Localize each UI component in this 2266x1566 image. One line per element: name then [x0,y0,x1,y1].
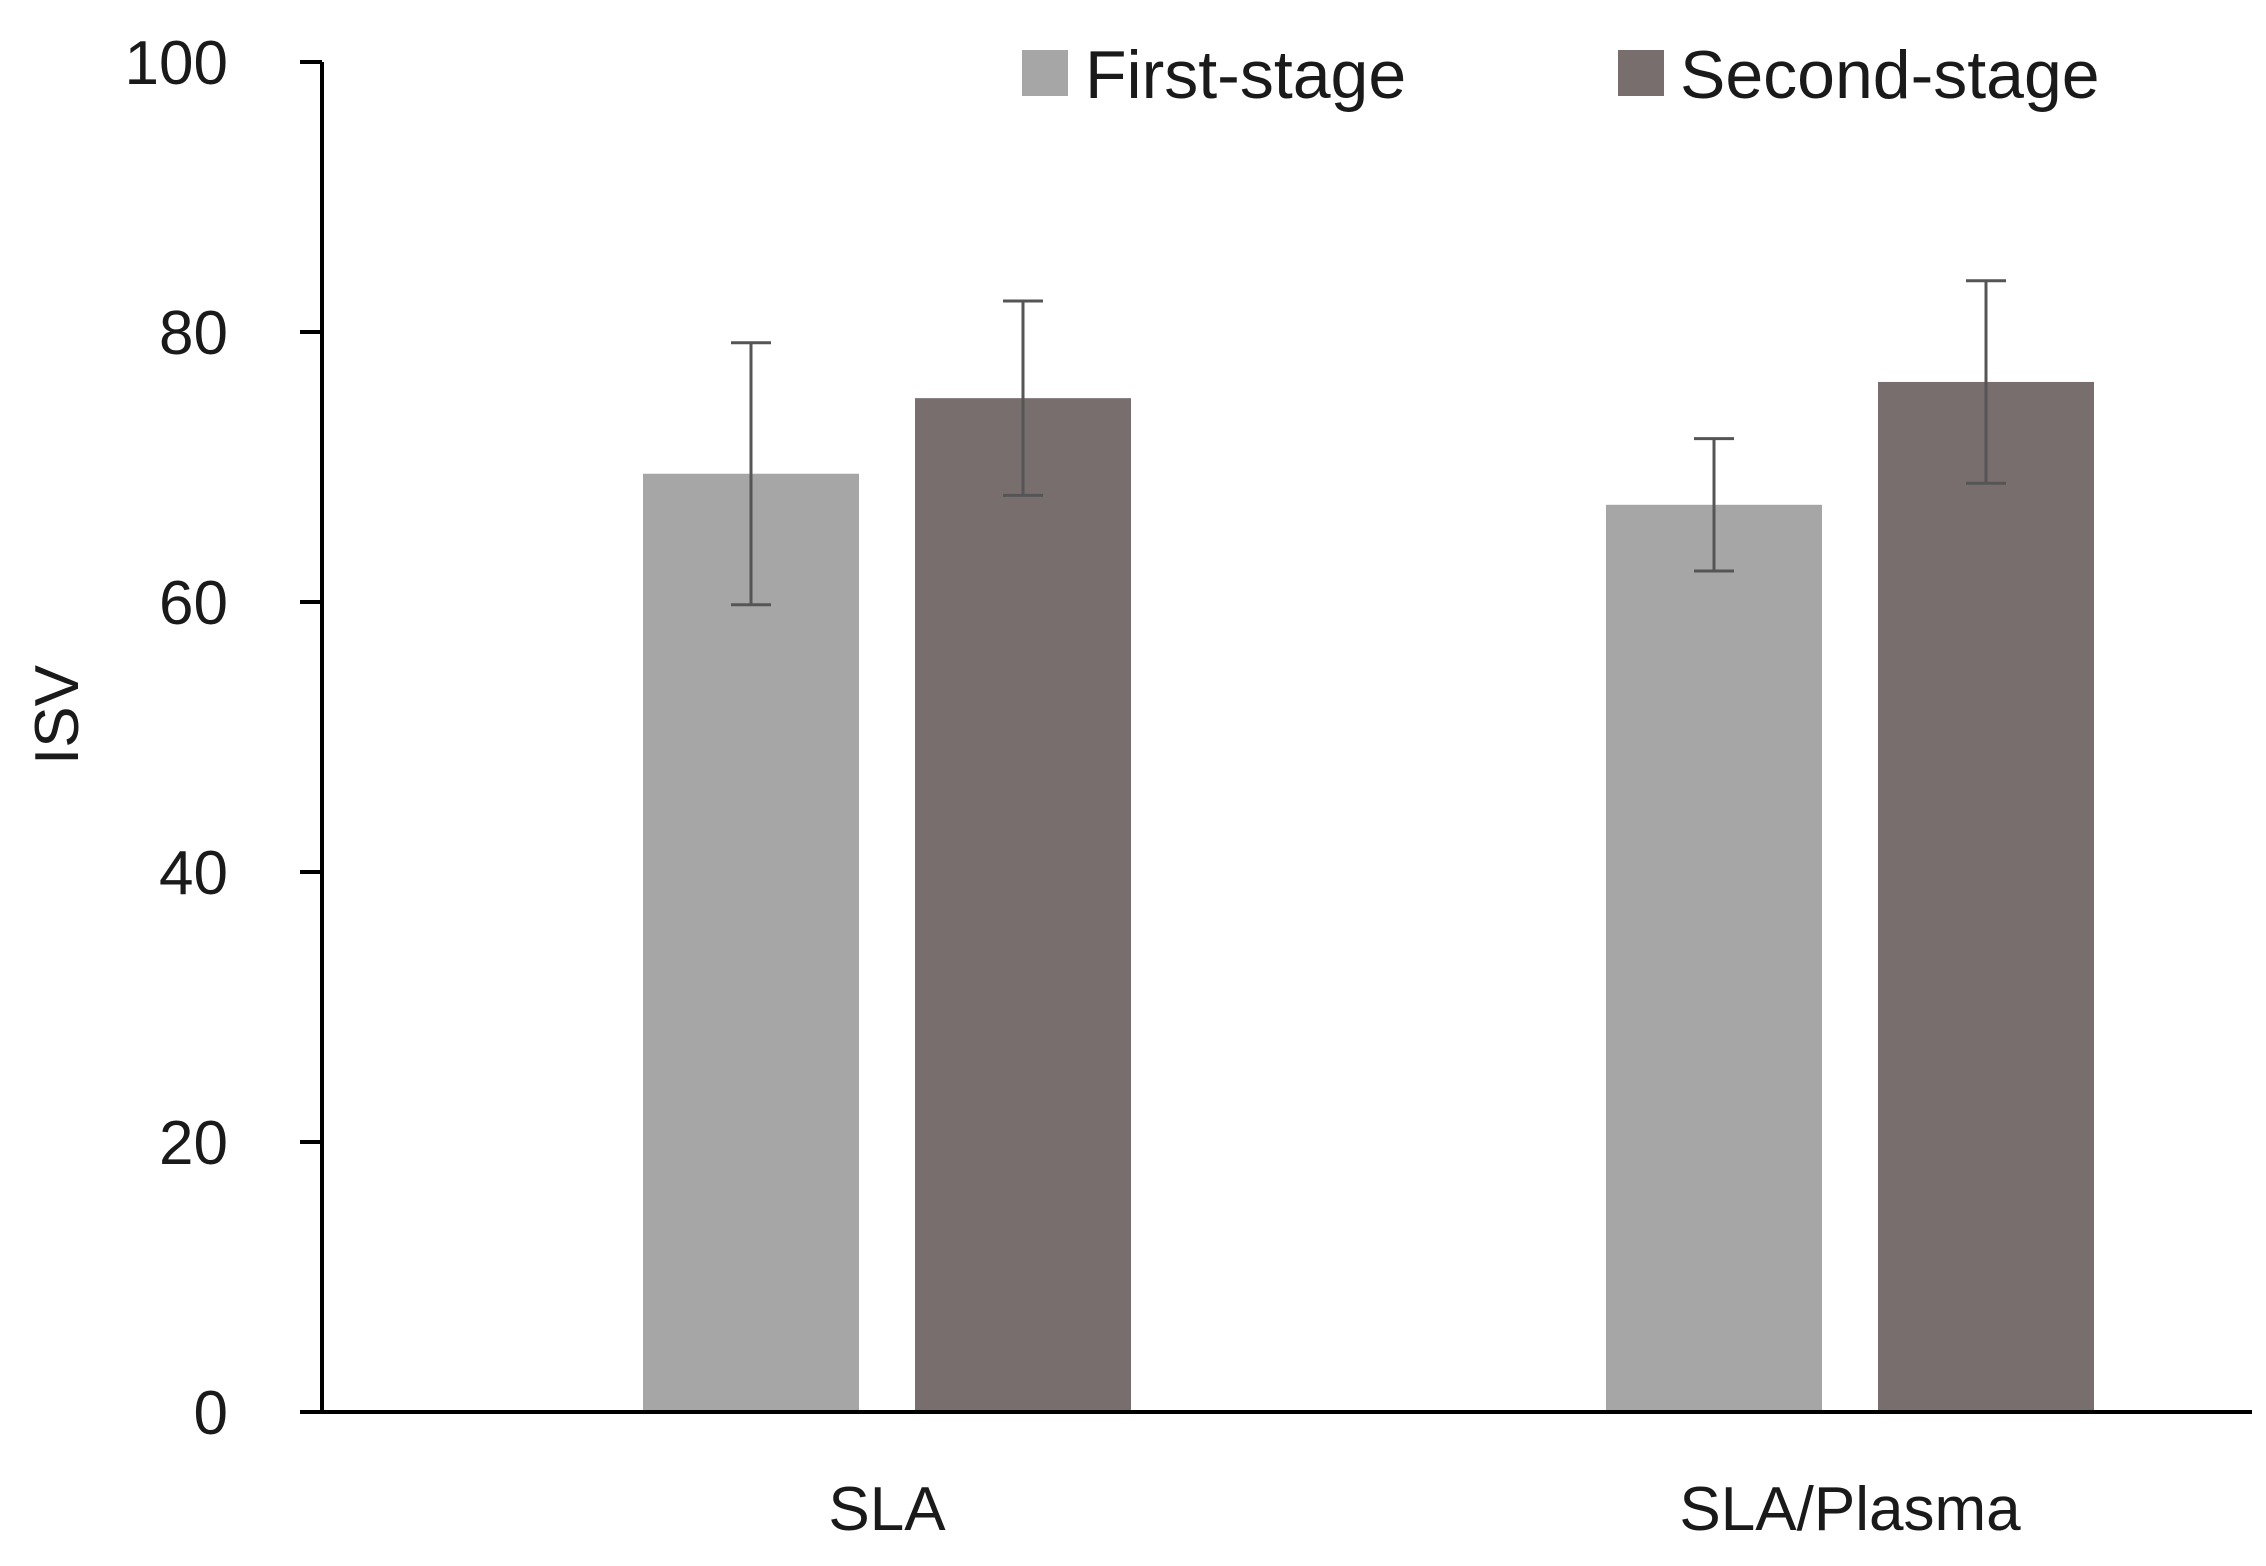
x-tick-label-sla: SLA [828,1475,946,1544]
bar-sla-plasma-second-stage [1878,381,2094,1413]
legend: First-stage Second-stage [1022,37,2100,113]
legend-swatch-first-stage [1022,50,1068,96]
y-tick-label-60: 60 [159,569,228,638]
bar-sla-first-stage [643,473,859,1412]
bars-layer [643,381,2094,1413]
legend-swatch-second-stage [1618,50,1664,96]
legend-label-first-stage: First-stage [1085,37,1406,113]
legend-label-second-stage: Second-stage [1680,37,2100,113]
y-axis-title: ISV [23,664,92,765]
error-bar-sla-first-stage [731,341,771,607]
error-bars-layer [731,279,2006,607]
error-bar-sla-second-stage [1003,299,1043,497]
y-tick-label-20: 20 [159,1109,228,1178]
error-bar-sla-plasma-second-stage [1966,279,2006,485]
y-tick-label-100: 100 [125,29,228,98]
error-bar-sla-plasma-first-stage [1694,437,1734,573]
y-tick-label-0: 0 [194,1379,228,1448]
axes-layer: SLA SLA/Plasma 0 20 40 60 80 100 [125,29,2252,1544]
bar-sla-second-stage [915,398,1131,1412]
y-tick-label-80: 80 [159,299,228,368]
bar-sla-plasma-first-stage [1606,504,1822,1412]
x-tick-label-sla-plasma: SLA/Plasma [1679,1475,2021,1544]
y-tick-label-40: 40 [159,839,228,908]
